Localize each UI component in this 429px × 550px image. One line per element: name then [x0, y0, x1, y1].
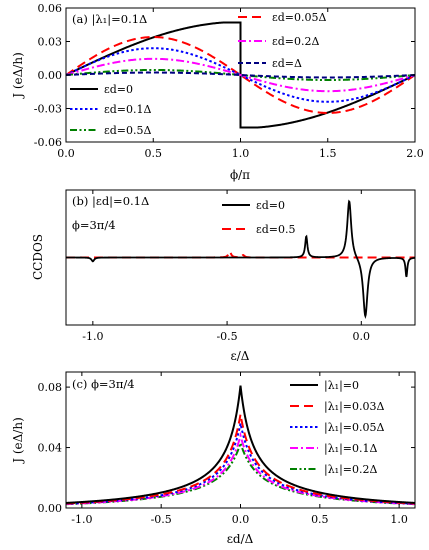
panel-c-xtick-label: -0.5: [151, 513, 172, 526]
panel-c-ytick-label: 0.08: [38, 381, 63, 394]
panel-a-series-d: [65, 71, 416, 79]
panel-a-xtick-label: 0.0: [57, 147, 75, 160]
panel-b-annotation-2: ϕ=3π/4: [72, 218, 116, 232]
panel-b-xlabel: ε/Δ: [231, 349, 250, 363]
panel-c-plot-area: [65, 385, 416, 506]
panel-b-legend-label-d-0: εd=0: [256, 199, 285, 212]
panel-a-series-d-0p5: [65, 68, 416, 82]
panel-c-legend-label-0p05: |λ₁|=0.05Δ: [324, 421, 385, 435]
panel-b-ylabel: CCDOS: [31, 234, 45, 280]
panel-a-ytick-label: -0.03: [34, 103, 62, 116]
panel-c-xtick-label: 0.0: [232, 513, 250, 526]
panel-c-xlabel: εd/Δ: [227, 532, 254, 546]
panel-a-plot-area: [65, 21, 416, 129]
panel-c-ticks: -1.0 -0.5 0.0 0.5 1.0 0.00 0.04 0.08: [38, 372, 415, 526]
panel-c-series-0: [65, 385, 416, 504]
panel-c-legend-label-0p2: |λ₁|=0.2Δ: [324, 463, 378, 477]
panel-b-series-d-0: [66, 199, 416, 319]
panel-c-legend: |λ₁|=0 |λ₁|=0.03Δ |λ₁|=0.05Δ |λ₁|=0.1Δ |λ₁|=…: [290, 379, 385, 477]
panel-a-annotation: (a) |λ₁|=0.1Δ: [72, 12, 147, 27]
panel-a-xtick-label: 0.5: [145, 147, 163, 160]
panel-c-series-0p1: [65, 431, 416, 506]
panel-a-legend-label-d-0p05: εd=0.05Δ: [272, 11, 326, 24]
panel-b: -1.0 -0.5 0.0 (b) |εd|=0.1Δ ϕ=3π/4 CCDOS ε…: [31, 189, 416, 363]
panel-a-ytick-label: 0.00: [38, 69, 63, 82]
panel-a-legend-label-d-0p2: εd=0.2Δ: [272, 35, 319, 48]
panel-a-legend-label-d-0p1: εd=0.1Δ: [104, 103, 151, 116]
panel-c-legend-label-0: |λ₁|=0: [324, 379, 359, 393]
panel-a-ytick-label: -0.06: [34, 136, 62, 149]
panel-a-xlabel: ϕ/π: [230, 168, 250, 182]
panel-b-legend: εd=0 εd=0.5: [222, 199, 295, 236]
panel-b-xtick-label: -1.0: [82, 330, 103, 343]
panel-a-legend-label-d: εd=Δ: [272, 57, 302, 70]
panel-b-legend-label-d-0p5: εd=0.5: [256, 223, 295, 236]
panel-c-xtick-label: -1.0: [71, 513, 92, 526]
panel-b-frame: [65, 189, 416, 326]
panel-c-xtick-label: 0.5: [311, 513, 329, 526]
panel-c-ytick-label: 0.04: [38, 442, 63, 455]
panel-a: 0.0 0.5 1.0 1.5 2.0 -0.06 -0.03 0.00 0.03 0.06 (a…: [11, 2, 424, 182]
panel-c-series-0p03: [65, 414, 416, 505]
panel-b-xtick-label: -0.5: [216, 330, 237, 343]
panel-b-annotation-1: (b) |εd|=0.1Δ: [72, 194, 149, 209]
panel-a-xtick-label: 1.0: [232, 147, 250, 160]
panel-a-series-d-0p2: [65, 57, 416, 93]
panel-c-ytick-label: 0.00: [38, 502, 63, 515]
panel-c-xtick-label: 1.0: [390, 513, 408, 526]
panel-c-legend-label-0p1: |λ₁|=0.1Δ: [324, 442, 378, 456]
panel-b-xtick-label: 0.0: [353, 330, 371, 343]
panel-c: -1.0 -0.5 0.0 0.5 1.0 0.00 0.04 0.08 (c) ϕ=3π/4…: [11, 371, 416, 546]
panel-a-xtick-label: 1.5: [319, 147, 337, 160]
panel-a-ytick-label: 0.03: [38, 36, 63, 49]
panel-a-series-d-0p1: [65, 47, 416, 103]
panel-b-plot-area: [66, 199, 416, 319]
panel-a-legend-label-d-0p5: εd=0.5Δ: [104, 124, 151, 137]
panel-a-xtick-label: 2.0: [406, 147, 424, 160]
panel-a-ylabel: J (eΔ/h): [11, 52, 25, 100]
panel-a-legend-label-d-0: εd=0: [104, 83, 133, 96]
panel-c-annotation: (c) ϕ=3π/4: [72, 377, 135, 391]
panel-a-ticks: 0.0 0.5 1.0 1.5 2.0 -0.06 -0.03 0.00 0.03 0.06: [34, 2, 424, 160]
panel-c-legend-label-0p03: |λ₁|=0.03Δ: [324, 400, 385, 414]
panel-a-legend: εd=0.05Δ εd=0.2Δ εd=Δ εd=0 εd=0.1Δ εd=0.5Δ: [70, 11, 326, 137]
panel-b-ticks: -1.0 -0.5 0.0: [82, 190, 370, 343]
panel-a-ytick-label: 0.06: [38, 2, 63, 15]
panel-c-ylabel: J (eΔ/h): [11, 417, 25, 465]
